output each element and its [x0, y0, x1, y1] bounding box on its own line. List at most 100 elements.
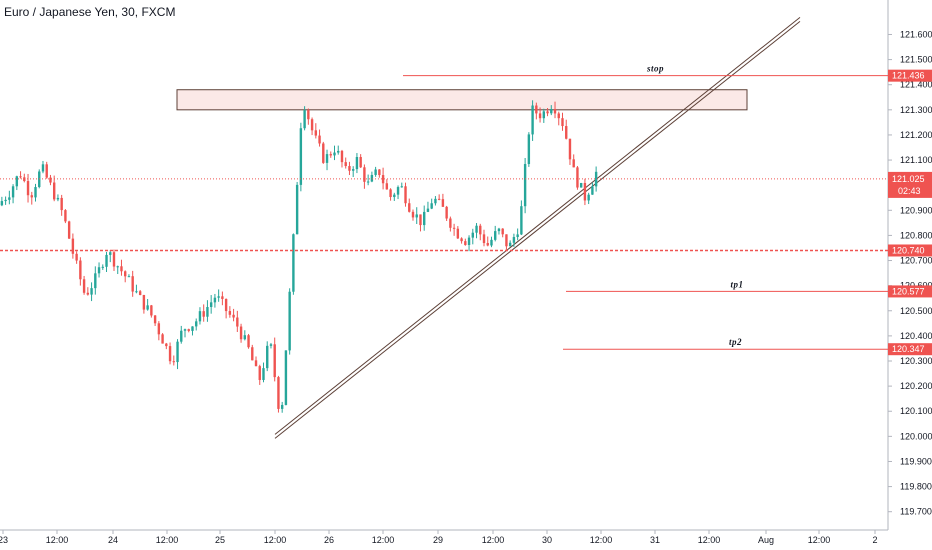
candle-body — [441, 199, 445, 207]
candle-body — [497, 228, 501, 232]
candle-body — [86, 292, 90, 295]
x-tick-label: 24 — [108, 535, 118, 545]
x-tick-label: 2 — [872, 535, 877, 545]
candle-body — [471, 232, 474, 238]
y-tick-label: 119.700 — [900, 507, 932, 517]
candle-body — [206, 307, 209, 317]
candle-body — [333, 152, 336, 156]
candle-body — [213, 297, 217, 303]
candle-body — [15, 176, 19, 187]
candle-body — [232, 314, 235, 318]
y-tick-label: 119.900 — [900, 456, 932, 466]
level-price-tag — [888, 285, 932, 298]
candle-body — [131, 276, 134, 292]
level-price-value: 120.347 — [892, 344, 925, 354]
candle-body — [486, 243, 489, 246]
level-price-value: 121.436 — [892, 71, 925, 81]
level-price-tag — [888, 343, 932, 356]
candle-body — [202, 311, 205, 317]
candle-body — [243, 335, 247, 340]
candle-body — [583, 182, 587, 201]
candle-body — [415, 214, 418, 218]
candle-body — [531, 105, 534, 135]
candle-body — [67, 221, 71, 239]
candle-body — [366, 181, 370, 183]
candle-body — [254, 360, 258, 367]
candle-body — [400, 186, 403, 188]
y-tick-label: 120.700 — [900, 256, 932, 266]
candle-body — [426, 208, 430, 212]
candle-body — [221, 296, 224, 299]
candle-body — [52, 182, 56, 200]
candle-body — [56, 197, 60, 200]
y-tick-label: 121.200 — [900, 130, 932, 140]
candle-body — [370, 174, 374, 182]
candle-body — [490, 239, 493, 246]
candle-body — [475, 225, 478, 233]
candle-body — [228, 311, 232, 315]
candle-body — [41, 164, 45, 172]
candle-body — [157, 323, 161, 335]
candle-body — [94, 273, 97, 289]
candle-body — [430, 203, 433, 209]
candle-body — [325, 154, 329, 163]
candle-body — [445, 206, 448, 219]
candle-body — [191, 326, 194, 331]
resistance-zone — [176, 89, 748, 111]
level-label-tp1: tp1 — [730, 279, 743, 289]
candle-body — [90, 288, 93, 295]
candle-body — [168, 346, 172, 362]
candle-body — [437, 198, 441, 200]
candle-body — [251, 347, 254, 361]
candle-body — [553, 109, 557, 114]
candle-body — [247, 335, 250, 348]
candle-body — [374, 169, 377, 175]
candle-body — [482, 234, 486, 244]
current-price-tag — [888, 171, 932, 198]
candle-body — [594, 171, 598, 187]
x-tick-label: 30 — [542, 535, 552, 545]
candle-body — [348, 166, 351, 171]
candle-body — [337, 150, 340, 153]
candle-body — [4, 199, 7, 202]
candle-body — [393, 194, 396, 198]
candle-body — [460, 238, 463, 242]
x-tick-label: 12:00 — [264, 535, 287, 545]
candle-body — [11, 186, 15, 198]
candle-body — [224, 298, 228, 312]
candle-body — [236, 317, 239, 327]
x-tick-label: 23 — [0, 535, 8, 545]
level-price-tag — [888, 244, 932, 257]
candle-body — [565, 126, 568, 139]
x-tick-label: 12:00 — [590, 535, 613, 545]
candle-body — [303, 110, 306, 129]
x-tick-label: 12:00 — [156, 535, 179, 545]
candle-body — [572, 159, 575, 168]
candle-body — [217, 296, 220, 298]
level-label-tp2: tp2 — [729, 337, 742, 347]
x-tick-label: 26 — [324, 535, 334, 545]
y-tick-label: 121.300 — [900, 105, 932, 115]
x-tick-label: 29 — [433, 535, 443, 545]
candle-body — [26, 181, 30, 196]
candle-body — [127, 276, 131, 278]
candle-body — [411, 211, 415, 218]
candle-body — [355, 157, 359, 170]
candle-body — [456, 228, 460, 239]
candle-body — [542, 111, 546, 119]
y-tick-label: 120.300 — [900, 356, 932, 366]
candle-body — [535, 105, 538, 114]
candle-body — [269, 344, 273, 346]
y-tick-label: 119.800 — [900, 482, 932, 492]
candle-body — [344, 162, 347, 167]
candle-body — [419, 214, 422, 226]
candle-body — [19, 176, 22, 178]
candle-body — [112, 252, 116, 267]
candle-body — [120, 266, 123, 272]
candle-body — [79, 260, 82, 280]
candle-body — [464, 241, 467, 245]
candle-body — [64, 210, 67, 222]
candle-body — [258, 366, 261, 380]
candle-body — [322, 143, 325, 163]
